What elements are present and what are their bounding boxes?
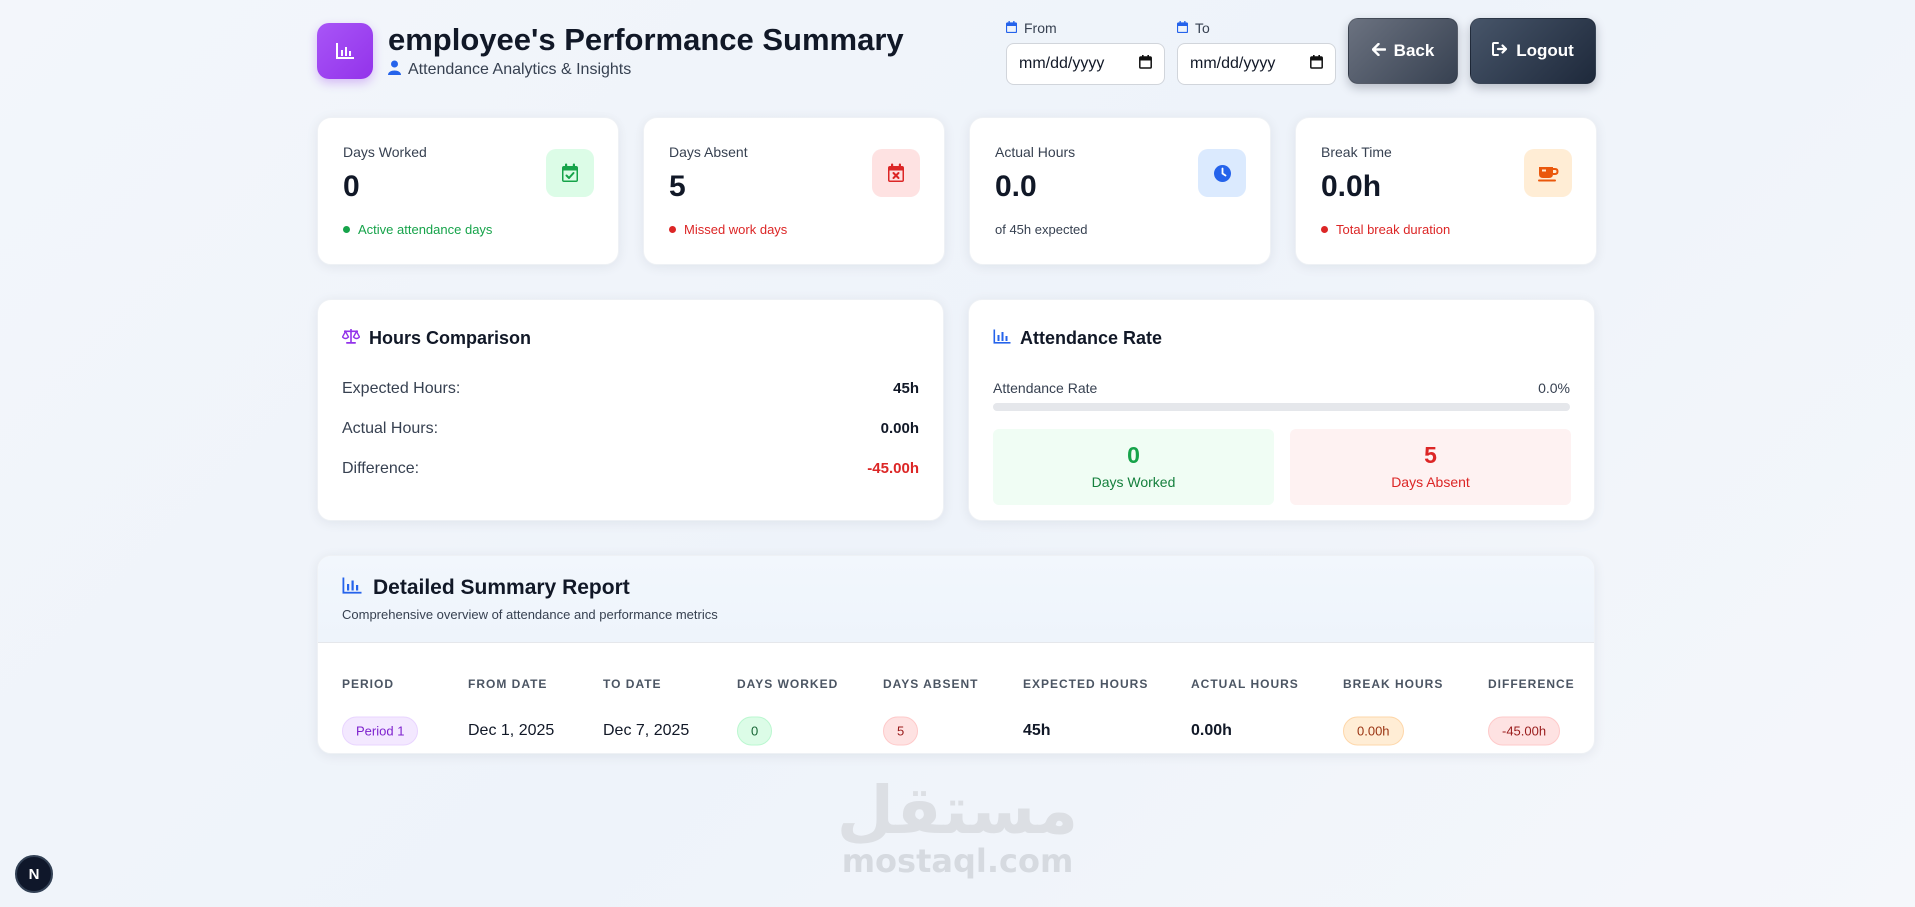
bar-chart-icon: [993, 328, 1011, 349]
expected-hours-row: Expected Hours: 45h: [342, 380, 919, 397]
stat-note: Active attendance days: [343, 222, 492, 237]
bar-chart-icon: [342, 576, 362, 600]
stat-value: 5: [669, 170, 686, 203]
stat-value: 0.0: [995, 170, 1037, 203]
break-hours-cell: 0.00h: [1343, 716, 1404, 746]
chart-logo-icon: [317, 23, 373, 79]
page-title: employee's Performance Summary: [388, 22, 904, 57]
mostaql-watermark: مستقل mostaql.com: [836, 772, 1079, 881]
stat-note: Missed work days: [669, 222, 787, 237]
stat-card-days-worked: Days Worked 0 Active attendance days: [317, 117, 619, 265]
difference-row: Difference: -45.00h: [342, 460, 919, 477]
stat-card-days-absent: Days Absent 5 Missed work days: [643, 117, 945, 265]
calendar-icon: [1005, 20, 1018, 36]
attendance-rate-panel: Attendance Rate Attendance Rate 0.0% 0 D…: [968, 299, 1595, 521]
calendar-icon: [1176, 20, 1189, 36]
from-date-cell: Dec 1, 2025: [468, 722, 555, 739]
stat-value: 0: [343, 170, 360, 203]
user-icon: [388, 60, 401, 80]
from-label: From: [1005, 18, 1165, 38]
stat-label: Days Absent: [669, 144, 748, 160]
report-subtitle: Comprehensive overview of attendance and…: [342, 607, 718, 622]
actual-hours-cell: 0.00h: [1191, 722, 1232, 739]
column-header: DIFFERENCE: [1488, 677, 1575, 691]
stat-card-actual-hours: Actual Hours 0.0 of 45h expected: [969, 117, 1271, 265]
stat-label: Days Worked: [343, 144, 427, 160]
panel-title: Attendance Rate: [993, 328, 1162, 349]
days-absent-box: 5 Days Absent: [1290, 429, 1571, 505]
stat-note: of 45h expected: [995, 222, 1088, 237]
clock-icon: [1198, 149, 1246, 197]
arrow-left-icon: [1371, 41, 1386, 61]
panel-title: Hours Comparison: [341, 328, 531, 349]
expected-hours-cell: 45h: [1023, 722, 1051, 739]
column-header: PERIOD: [342, 677, 395, 691]
balance-scale-icon: [341, 328, 361, 349]
column-header: EXPECTED HOURS: [1023, 677, 1149, 691]
page-header: employee's Performance Summary Attendanc…: [317, 18, 1596, 86]
stat-label: Break Time: [1321, 144, 1392, 160]
days-absent-cell: 5: [883, 716, 919, 746]
back-button[interactable]: Back: [1348, 18, 1458, 84]
difference-cell: -45.00h: [1488, 716, 1561, 746]
report-title: Detailed Summary Report: [342, 576, 630, 600]
period-cell: Period 1: [342, 716, 419, 746]
column-header: DAYS ABSENT: [883, 677, 979, 691]
to-label: To: [1176, 18, 1336, 38]
from-date-input[interactable]: mm/dd/yyyy: [1006, 43, 1165, 85]
column-header: FROM DATE: [468, 677, 548, 691]
days-worked-box: 0 Days Worked: [993, 429, 1274, 505]
actual-hours-row: Actual Hours: 0.00h: [342, 420, 919, 437]
logout-button[interactable]: Logout: [1470, 18, 1596, 84]
report-header: Detailed Summary Report Comprehensive ov…: [318, 556, 1594, 643]
stat-value: 0.0h: [1321, 170, 1382, 203]
column-header: DAYS WORKED: [737, 677, 839, 691]
calendar-check-icon: [546, 149, 594, 197]
page-subtitle: Attendance Analytics & Insights: [388, 60, 631, 80]
sign-out-icon: [1492, 41, 1508, 61]
to-date-cell: Dec 7, 2025: [603, 722, 690, 739]
coffee-icon: [1524, 149, 1572, 197]
dev-tools-badge[interactable]: N: [15, 855, 53, 893]
hours-comparison-panel: Hours Comparison Expected Hours: 45h Act…: [317, 299, 944, 521]
stat-label: Actual Hours: [995, 144, 1076, 160]
calendar-picker-icon[interactable]: [1310, 54, 1323, 74]
column-header: BREAK HOURS: [1343, 677, 1444, 691]
subtitle-text: Attendance Analytics & Insights: [408, 61, 632, 78]
attendance-rate-row: Attendance Rate 0.0%: [993, 380, 1570, 396]
days-worked-cell: 0: [737, 716, 773, 746]
stat-card-break-time: Break Time 0.0h Total break duration: [1295, 117, 1597, 265]
stat-note: Total break duration: [1321, 222, 1450, 237]
calendar-picker-icon[interactable]: [1139, 54, 1152, 74]
page-container: employee's Performance Summary Attendanc…: [317, 18, 1597, 754]
from-date-group: From mm/dd/yyyy: [1005, 18, 1165, 85]
attendance-progress-bar: [993, 403, 1570, 411]
to-date-group: To mm/dd/yyyy: [1176, 18, 1336, 85]
detailed-summary-report: Detailed Summary Report Comprehensive ov…: [317, 555, 1595, 754]
column-header: ACTUAL HOURS: [1191, 677, 1299, 691]
to-date-input[interactable]: mm/dd/yyyy: [1177, 43, 1336, 85]
column-header: TO DATE: [603, 677, 662, 691]
calendar-x-icon: [872, 149, 920, 197]
